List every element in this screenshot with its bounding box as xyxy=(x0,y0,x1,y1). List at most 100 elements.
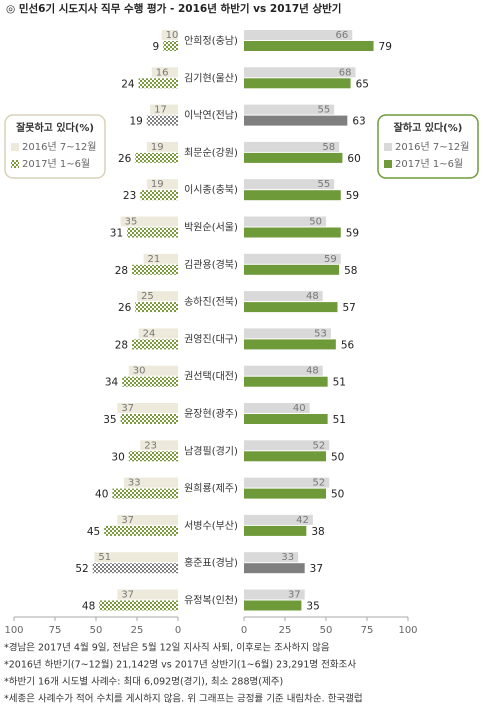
category-label: 김기현(울산) xyxy=(184,72,238,84)
bar xyxy=(128,451,178,462)
bar xyxy=(117,403,178,413)
legend-label: 2016년 7~12월 xyxy=(395,141,470,153)
bar xyxy=(135,302,178,313)
value-label: 23 xyxy=(144,440,157,451)
category-label: 최문순(강원) xyxy=(184,147,238,159)
bar xyxy=(120,216,178,227)
value-label: 68 xyxy=(339,67,352,78)
value-label: 35 xyxy=(125,217,138,228)
bar xyxy=(244,67,356,78)
value-label: 37 xyxy=(121,590,134,601)
value-label: 16 xyxy=(156,67,169,78)
bar xyxy=(104,525,178,536)
x-tick-label: 0 xyxy=(175,625,181,636)
bar xyxy=(146,141,178,152)
value-label: 23 xyxy=(123,190,136,202)
value-label: 28 xyxy=(115,265,128,277)
bar xyxy=(244,403,310,413)
legend-swatch xyxy=(384,160,392,168)
value-label: 52 xyxy=(313,478,326,489)
category-label: 남경필(경기) xyxy=(184,444,238,457)
bar xyxy=(244,152,343,163)
x-tick-label: 25 xyxy=(131,625,144,636)
bar xyxy=(244,552,299,563)
bar xyxy=(244,227,341,238)
x-tick-label: 100 xyxy=(398,625,417,636)
category-label: 홍준표(경남) xyxy=(184,556,238,569)
value-label: 51 xyxy=(333,414,346,426)
value-label: 55 xyxy=(317,179,330,190)
value-label: 65 xyxy=(356,78,369,90)
bar xyxy=(244,190,341,201)
legend-box xyxy=(4,114,106,179)
value-label: 31 xyxy=(110,228,123,240)
value-label: 79 xyxy=(379,41,392,53)
bar xyxy=(120,414,178,424)
value-label: 10 xyxy=(166,30,179,41)
x-tick-label: 50 xyxy=(320,625,333,636)
bar xyxy=(244,451,326,462)
bar xyxy=(244,216,326,227)
value-label: 63 xyxy=(352,116,365,128)
bar xyxy=(244,104,335,115)
value-label: 59 xyxy=(346,190,359,202)
x-tick-label: 75 xyxy=(361,625,374,636)
value-label: 40 xyxy=(95,489,108,501)
bar xyxy=(244,600,302,611)
value-label: 48 xyxy=(82,601,95,613)
value-label: 26 xyxy=(118,153,132,165)
bar xyxy=(132,264,178,275)
category-label: 권영진(대구) xyxy=(184,333,238,345)
category-label: 이시종(충북) xyxy=(184,184,238,196)
value-label: 53 xyxy=(314,328,327,339)
value-label: 26 xyxy=(118,302,132,314)
value-label: 30 xyxy=(111,451,124,463)
bar xyxy=(137,291,178,302)
value-label: 57 xyxy=(342,302,355,314)
bar xyxy=(99,600,178,611)
value-label: 48 xyxy=(306,291,319,302)
footnote: *세종은 사례수가 적어 수치를 게시하지 않음. 위 그래프는 긍정률 기준 … xyxy=(4,693,363,705)
category-label: 서병수(부산) xyxy=(184,520,238,532)
x-tick-label: 25 xyxy=(279,625,292,636)
bar xyxy=(151,67,178,78)
bar xyxy=(244,41,374,51)
bar xyxy=(244,376,328,387)
bar xyxy=(244,179,335,190)
value-label: 17 xyxy=(154,105,167,116)
category-label: 이낙연(전남) xyxy=(184,110,238,122)
bar xyxy=(132,339,178,350)
bar xyxy=(244,253,341,264)
bar xyxy=(122,376,178,387)
bar xyxy=(244,514,313,525)
category-label: 안희정(충남) xyxy=(184,35,238,47)
footnote: *2016년 하반기(7~12월) 21,142명 vs 2017년 상반기(1… xyxy=(4,659,356,671)
value-label: 30 xyxy=(133,366,146,377)
bar xyxy=(244,365,323,376)
category-label: 권선택(대전) xyxy=(184,371,238,383)
value-label: 38 xyxy=(311,526,324,538)
bar xyxy=(127,227,178,238)
value-label: 34 xyxy=(105,377,119,389)
bar xyxy=(161,30,178,40)
legend-label: 2017년 1~6월 xyxy=(22,158,90,170)
value-label: 52 xyxy=(313,440,326,451)
bar xyxy=(244,78,351,89)
value-label: 42 xyxy=(296,515,309,526)
bar xyxy=(143,253,178,264)
value-label: 58 xyxy=(344,265,357,277)
legend-label: 2017년 1~6월 xyxy=(395,158,463,170)
bar xyxy=(244,141,340,152)
bar xyxy=(244,339,336,350)
value-label: 9 xyxy=(153,41,160,53)
value-label: 19 xyxy=(151,179,164,190)
x-tick-label: 0 xyxy=(241,625,247,636)
bar xyxy=(244,440,330,451)
value-label: 56 xyxy=(341,339,355,351)
bar xyxy=(244,30,353,40)
legend-swatch xyxy=(11,160,19,168)
bar xyxy=(128,365,178,376)
bar xyxy=(244,291,323,302)
bar xyxy=(244,328,331,339)
value-label: 55 xyxy=(317,105,330,116)
